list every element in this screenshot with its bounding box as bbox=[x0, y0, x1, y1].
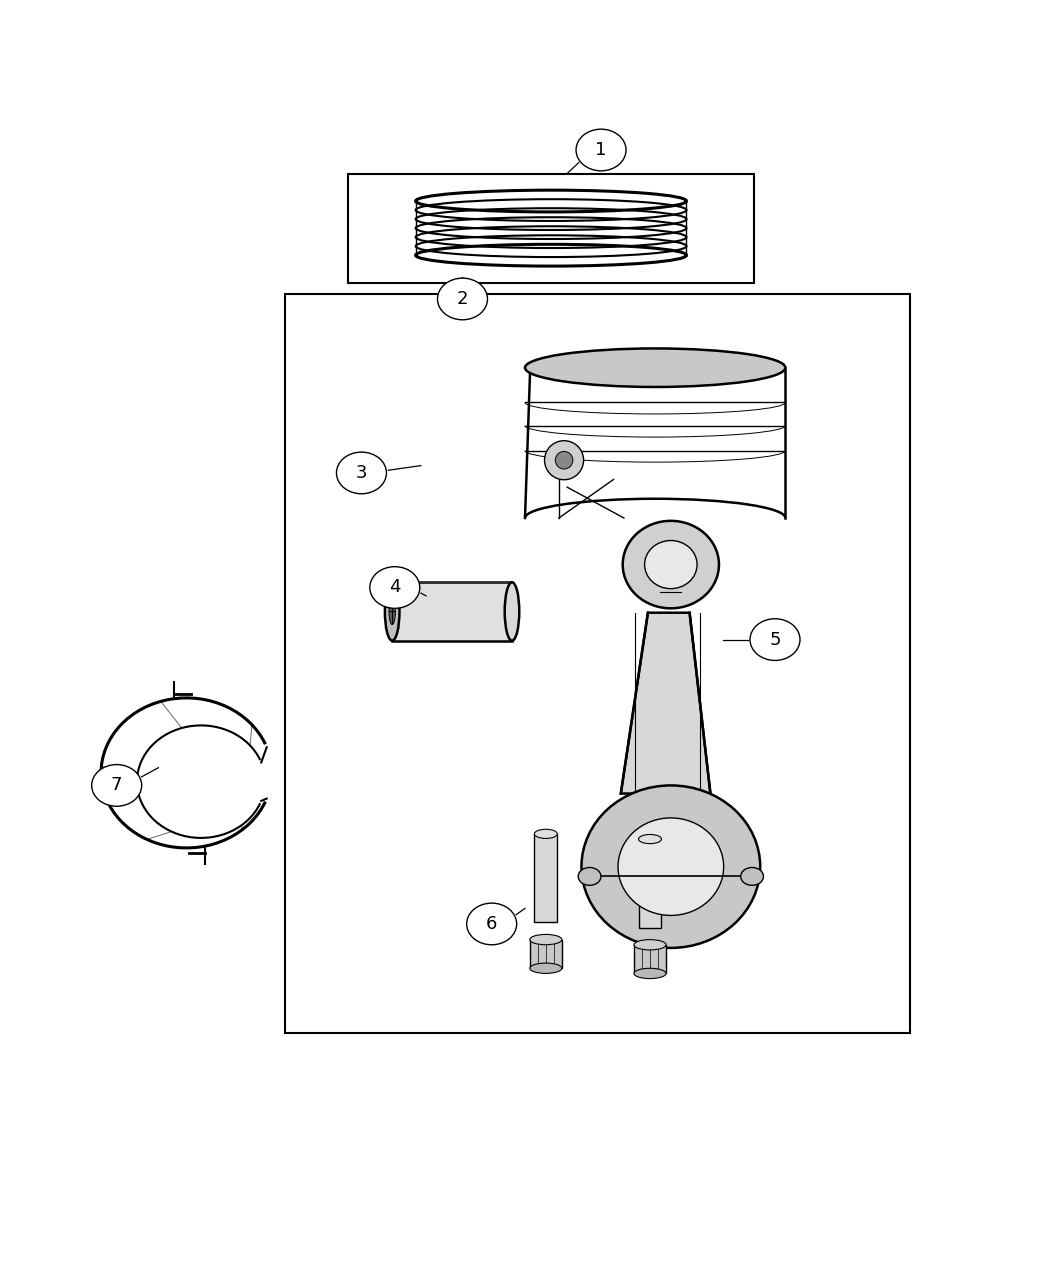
Ellipse shape bbox=[388, 598, 396, 625]
Text: 1: 1 bbox=[595, 142, 607, 159]
Ellipse shape bbox=[740, 867, 763, 885]
Ellipse shape bbox=[385, 583, 399, 640]
Bar bbox=[530, 940, 562, 968]
Bar bbox=[393, 583, 512, 640]
Text: 4: 4 bbox=[390, 579, 400, 597]
Ellipse shape bbox=[582, 785, 760, 947]
Circle shape bbox=[545, 441, 584, 479]
Ellipse shape bbox=[750, 618, 800, 660]
Ellipse shape bbox=[530, 963, 562, 973]
Ellipse shape bbox=[645, 541, 697, 589]
Ellipse shape bbox=[634, 968, 666, 979]
Ellipse shape bbox=[370, 566, 420, 608]
Bar bbox=[286, 293, 910, 1033]
Bar bbox=[634, 945, 666, 973]
Bar bbox=[638, 839, 662, 928]
Ellipse shape bbox=[638, 834, 662, 844]
Ellipse shape bbox=[579, 867, 601, 885]
Ellipse shape bbox=[530, 935, 562, 945]
Polygon shape bbox=[621, 613, 711, 793]
Text: 6: 6 bbox=[486, 915, 498, 933]
Ellipse shape bbox=[91, 765, 142, 806]
Circle shape bbox=[555, 451, 573, 469]
Ellipse shape bbox=[623, 520, 719, 608]
Ellipse shape bbox=[336, 453, 386, 493]
Ellipse shape bbox=[576, 129, 626, 171]
Ellipse shape bbox=[634, 940, 666, 950]
Bar bbox=[534, 834, 558, 922]
Text: 7: 7 bbox=[111, 776, 123, 794]
Text: 3: 3 bbox=[356, 464, 368, 482]
Ellipse shape bbox=[505, 583, 520, 640]
Ellipse shape bbox=[534, 829, 558, 839]
Text: 5: 5 bbox=[770, 631, 781, 649]
Ellipse shape bbox=[466, 903, 517, 945]
Text: 2: 2 bbox=[457, 289, 468, 309]
Ellipse shape bbox=[618, 819, 723, 915]
Ellipse shape bbox=[438, 278, 487, 320]
Bar bbox=[348, 173, 754, 283]
Ellipse shape bbox=[525, 348, 785, 388]
